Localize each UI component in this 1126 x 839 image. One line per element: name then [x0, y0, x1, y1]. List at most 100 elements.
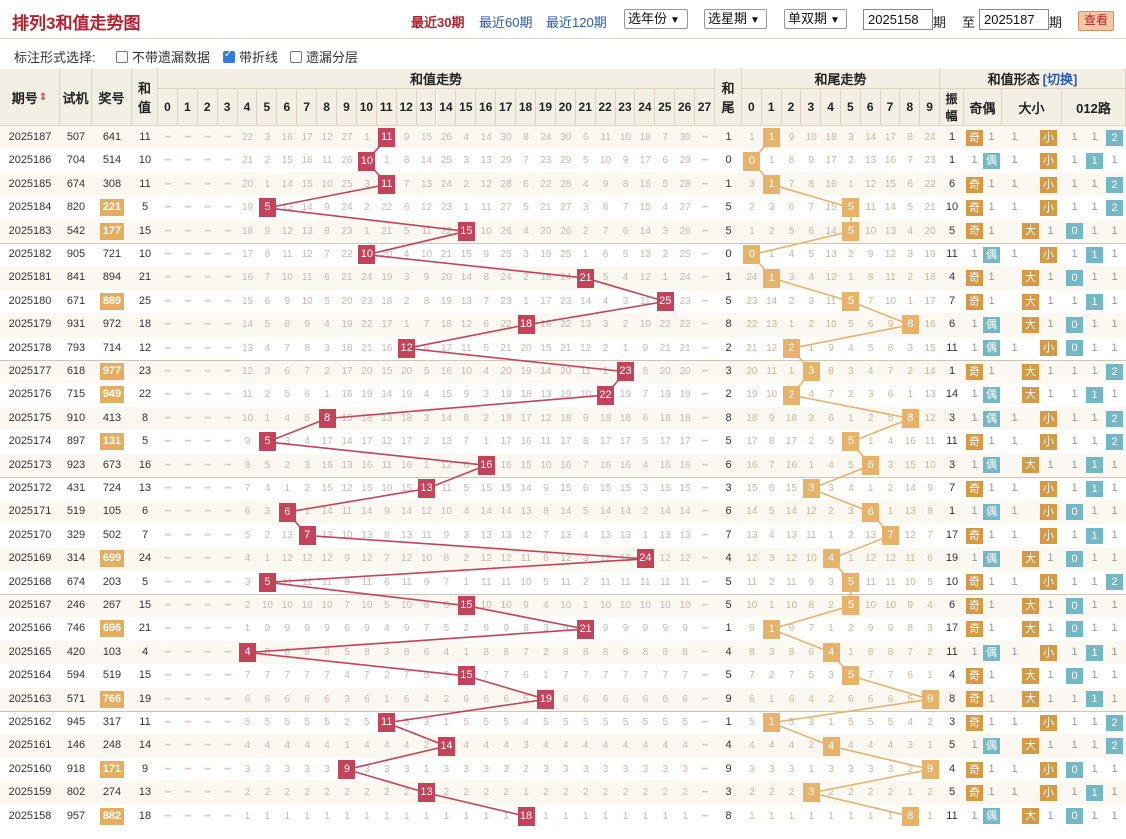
- checkbox-icon[interactable]: [290, 51, 302, 63]
- tail-miss-count: 6: [808, 646, 815, 658]
- issue-number: 2025177: [8, 365, 52, 377]
- route-miss: 1: [1111, 224, 1118, 237]
- sum-miss-count: 4: [503, 740, 509, 752]
- tail-value: 0: [725, 248, 732, 260]
- sum-miss-count: 8: [264, 249, 271, 260]
- checkbox-checked-icon[interactable]: [223, 49, 235, 63]
- year-select[interactable]: 选年份 ▼: [624, 9, 688, 29]
- sum-miss-count: 20: [500, 366, 512, 377]
- period-30-link[interactable]: 最近30期: [411, 15, 465, 30]
- option-with-line[interactable]: 带折线: [223, 47, 278, 66]
- sum-miss-dash: ━: [224, 646, 231, 658]
- tail-miss-count: 12: [884, 553, 897, 565]
- sum-miss-count: 8: [463, 412, 470, 424]
- sum-miss-count: 25: [500, 249, 512, 260]
- odd-even-miss: 1: [988, 762, 995, 775]
- sum-miss-count: 4: [582, 529, 589, 541]
- sum-miss-count: 8: [304, 646, 310, 658]
- sort-icon[interactable]: ⇕: [38, 91, 48, 103]
- from-issue-input[interactable]: 2025158: [863, 9, 933, 30]
- small-tag: 小: [1040, 153, 1057, 170]
- sum-miss-count: 6: [602, 693, 609, 705]
- sum-miss-count: 7: [443, 576, 450, 588]
- view-button[interactable]: 查看: [1078, 11, 1114, 31]
- tail-hit-marker: 6: [862, 502, 880, 522]
- sum-number-header: 10: [356, 89, 377, 126]
- tail-value: 5: [725, 435, 732, 448]
- sum-miss-dash: ━: [224, 787, 231, 799]
- column-header-issue[interactable]: 期号 ⇕: [0, 69, 60, 126]
- sum-miss-count: 5: [582, 717, 589, 728]
- route-miss: 1: [1071, 786, 1078, 799]
- sum-miss-count: 19: [440, 295, 452, 307]
- tail-miss-count: 1: [749, 810, 755, 822]
- sum-hit-marker: 9: [338, 760, 356, 779]
- sum-miss-dash: ━: [164, 155, 171, 167]
- sum-miss-count: 15: [301, 178, 313, 190]
- sum-miss-count: 14: [659, 506, 671, 518]
- sum-miss-count: 4: [483, 740, 489, 752]
- sum-miss-dash: ━: [204, 529, 211, 541]
- route-2-tag: 2: [1106, 574, 1123, 591]
- period-60-link[interactable]: 最近60期: [479, 15, 533, 30]
- big-small-miss: 1: [1011, 154, 1018, 167]
- tail-miss-count: 20: [746, 366, 758, 377]
- tail-value: 4: [725, 739, 732, 752]
- tail-miss-count: 3: [788, 763, 795, 775]
- sum-miss-dash: ━: [224, 202, 231, 214]
- sum-value: 18: [138, 318, 152, 331]
- sum-miss-count: 7: [483, 670, 489, 682]
- sum-hit-marker: 13: [418, 479, 436, 499]
- route-0-tag: 0: [1066, 597, 1083, 614]
- sum-miss-count: 8: [582, 436, 589, 448]
- sum-miss-dash: ━: [224, 319, 231, 331]
- sum-miss-dash: ━: [702, 459, 709, 471]
- sum-value: 22: [138, 388, 152, 401]
- tail-miss-count: 14: [746, 506, 758, 518]
- big-small-miss: 1: [1047, 458, 1054, 471]
- sum-miss-count: 9: [264, 225, 271, 237]
- tail-value: 7: [725, 528, 732, 541]
- sum-miss-count: 12: [361, 553, 373, 565]
- sum-miss-count: 2: [682, 787, 688, 799]
- sum-miss-count: 3: [523, 740, 529, 752]
- sum-miss-count: 15: [520, 459, 532, 471]
- tail-miss-count: 1: [808, 763, 815, 775]
- big-tag: 大: [1022, 316, 1039, 333]
- route-miss: 1: [1111, 645, 1118, 658]
- draw-number-value: 274: [102, 786, 122, 799]
- sum-miss-count: 5: [244, 529, 251, 541]
- amplitude-value: 6: [948, 318, 956, 331]
- trial-number: 431: [66, 482, 86, 494]
- weekday-select[interactable]: 选星期 ▼: [704, 9, 767, 29]
- sum-miss-count: 3: [622, 295, 629, 307]
- sum-miss-count: 10: [600, 600, 612, 611]
- sum-miss-count: 14: [480, 506, 492, 518]
- option-miss-layer[interactable]: 遗漏分层: [290, 47, 358, 66]
- sum-miss-count: 5: [563, 717, 569, 728]
- big-small-miss: 1: [1047, 599, 1054, 611]
- tail-miss-count: 13: [746, 529, 758, 541]
- odd-even-issue-select[interactable]: 单双期 ▼: [784, 9, 847, 29]
- switch-link[interactable]: [切换]: [1042, 72, 1078, 87]
- period-120-link[interactable]: 最近120期: [546, 15, 607, 30]
- sum-miss-count: 14: [420, 155, 433, 167]
- tail-number-header: 0: [742, 89, 762, 126]
- sum-miss-count: 9: [563, 623, 569, 635]
- sum-miss-count: 3: [543, 763, 549, 775]
- small-tag: 小: [1040, 129, 1057, 146]
- tail-miss-count: 18: [825, 132, 837, 143]
- option-no-miss[interactable]: 不带遗漏数据: [116, 47, 210, 66]
- sum-miss-dash: ━: [224, 529, 231, 541]
- sum-miss-count: 1: [622, 810, 629, 822]
- sum-miss-dash: ━: [164, 717, 171, 728]
- route-miss: 1: [1091, 599, 1098, 611]
- sum-miss-dash: ━: [224, 389, 231, 401]
- draw-number-value: 203: [102, 575, 122, 588]
- sum-number-header: 16: [476, 89, 497, 126]
- to-issue-input[interactable]: 2025187: [979, 9, 1049, 30]
- tail-miss-count: 18: [785, 412, 798, 424]
- checkbox-icon[interactable]: [116, 51, 128, 63]
- sum-miss-count: 5: [682, 717, 688, 728]
- route-miss: 1: [1111, 388, 1118, 401]
